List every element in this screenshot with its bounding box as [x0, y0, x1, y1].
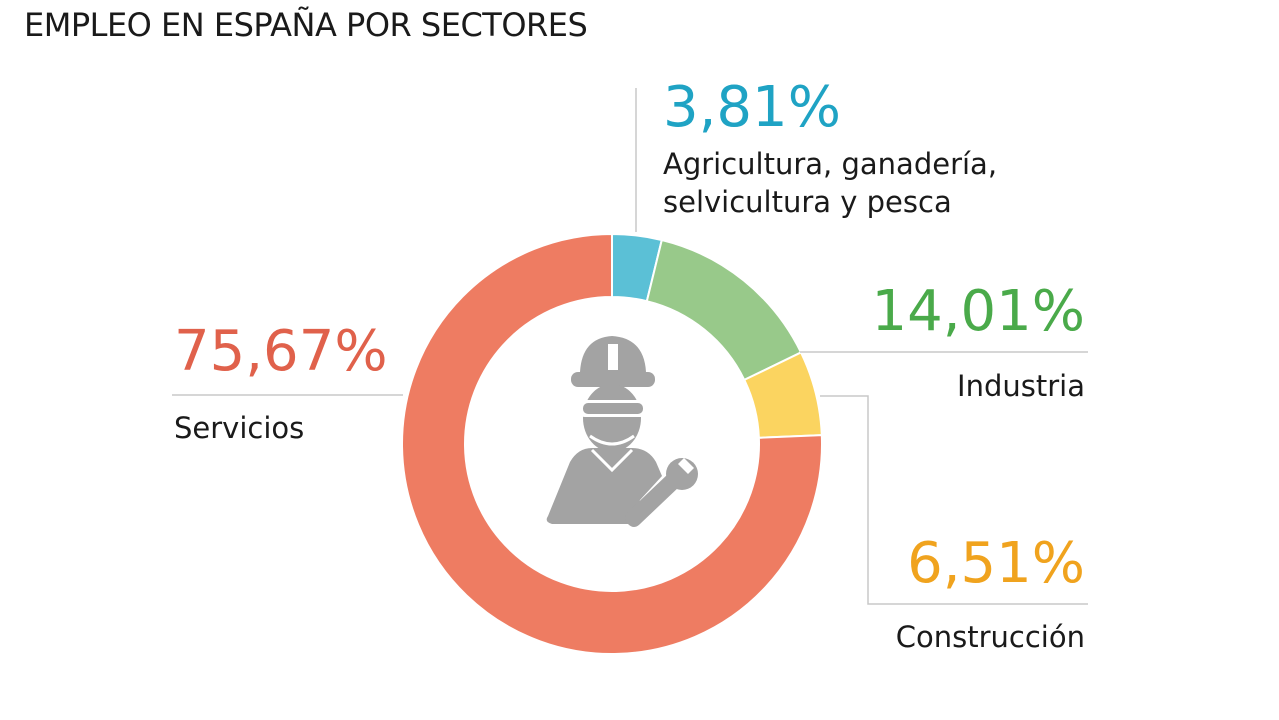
chart-title: EMPLEO EN ESPAÑA POR SECTORES [24, 6, 588, 44]
category-label-agricultura-line-2: selvicultura y pesca [663, 185, 952, 219]
data-label-servicios: 75,67% [174, 319, 388, 384]
donut-slice-servicios [401, 232, 823, 655]
data-label-industria: 14,01% [871, 279, 1085, 344]
construction-worker-icon [546, 336, 698, 527]
leader-lines [172, 88, 1088, 605]
category-label-construccion: Construcción [896, 620, 1085, 654]
donut-slice-industria [645, 238, 803, 382]
data-label-agricultura: 3,81% [663, 75, 841, 140]
worker-icon-details [578, 344, 694, 474]
donut-slices [401, 232, 823, 655]
category-label-servicios: Servicios [174, 411, 304, 445]
category-label-agricultura-line-1: Agricultura, ganadería, [663, 147, 997, 181]
category-label-industria: Industria [957, 369, 1085, 403]
data-label-construccion: 6,51% [907, 531, 1085, 596]
leader-line-construccion [820, 395, 1088, 605]
